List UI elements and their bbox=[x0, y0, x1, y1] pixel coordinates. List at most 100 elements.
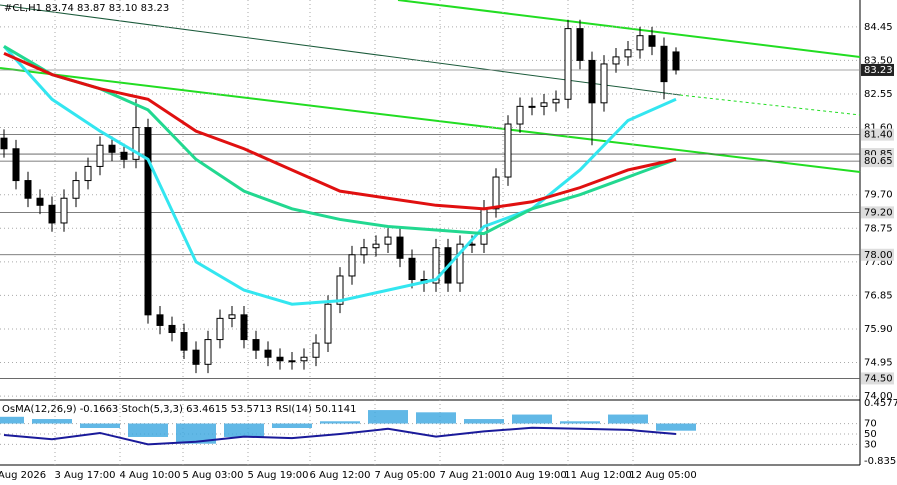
candle-body bbox=[300, 356, 308, 362]
x-tick-label: 10 Aug 19:00 bbox=[499, 470, 566, 481]
level-label: 79.20 bbox=[864, 207, 893, 218]
osma-bar bbox=[224, 423, 264, 437]
y-tick-label: 77.80 bbox=[864, 257, 893, 268]
level-label: 74.50 bbox=[864, 373, 893, 384]
candle-body bbox=[372, 243, 380, 249]
candle-body bbox=[120, 151, 128, 160]
candle-body bbox=[216, 317, 224, 341]
candle-body bbox=[252, 339, 260, 351]
candle-body bbox=[516, 105, 524, 125]
candle-body bbox=[168, 324, 176, 334]
level-label: 78.00 bbox=[864, 250, 893, 261]
candle-body bbox=[96, 144, 104, 167]
x-tick-label: 3 Aug 17:00 bbox=[54, 470, 115, 481]
candle-body bbox=[312, 342, 320, 358]
candle-body bbox=[132, 127, 140, 160]
y-tick-label: 84.45 bbox=[864, 22, 893, 33]
osma-bar bbox=[0, 416, 24, 424]
candle-body bbox=[576, 28, 584, 61]
x-tick-label: 6 Aug 12:00 bbox=[309, 470, 370, 481]
x-tick-label: 5 Aug 19:00 bbox=[247, 470, 308, 481]
level-label: 80.85 bbox=[864, 149, 893, 160]
osma-bar bbox=[512, 414, 552, 424]
candle-body bbox=[240, 314, 248, 341]
osma-bar bbox=[608, 414, 648, 424]
level-label: 81.40 bbox=[864, 130, 893, 141]
indicator-tick-label: 70 bbox=[864, 419, 877, 430]
osma-bar bbox=[464, 419, 504, 424]
level-box bbox=[861, 63, 894, 76]
indicator-tick-label: 50 bbox=[864, 429, 877, 440]
candle-body bbox=[12, 148, 20, 182]
candle-body bbox=[624, 49, 632, 58]
level-label: 80.65 bbox=[864, 156, 893, 167]
level-label: 83.23 bbox=[864, 65, 893, 76]
osma-bar bbox=[32, 419, 72, 424]
candle-body bbox=[660, 45, 668, 83]
indicator-tick-label: 0.4577 bbox=[864, 398, 897, 409]
candle-body bbox=[288, 360, 296, 363]
candle-body bbox=[24, 180, 32, 199]
y-tick-label: 83.50 bbox=[864, 55, 893, 66]
osma-bar bbox=[128, 423, 168, 437]
trend-line bbox=[679, 94, 861, 116]
candle-body bbox=[528, 105, 536, 108]
candle-body bbox=[204, 339, 212, 365]
candle-body bbox=[564, 28, 572, 100]
candle-body bbox=[432, 247, 440, 284]
candle-body bbox=[156, 314, 164, 326]
candle-body bbox=[552, 98, 560, 104]
indicator-tick-label: 30 bbox=[864, 439, 877, 450]
candle-body bbox=[60, 197, 68, 224]
rsi-line bbox=[3, 426, 677, 446]
chart-title: #CL,H1 83.74 83.87 83.10 83.23 bbox=[4, 3, 169, 14]
candle-body bbox=[648, 35, 656, 47]
x-tick-label: Aug 2026 bbox=[0, 470, 46, 481]
level-box bbox=[861, 155, 894, 168]
y-tick-label: 75.90 bbox=[864, 324, 893, 335]
candle-body bbox=[612, 56, 620, 65]
trend-line bbox=[397, 0, 861, 58]
indicator-tick-label: -0.8358 bbox=[864, 456, 897, 467]
osma-bar bbox=[416, 412, 456, 424]
candle-body bbox=[384, 236, 392, 245]
osma-bar bbox=[176, 423, 216, 444]
moving-average bbox=[3, 44, 677, 236]
y-tick-label: 79.70 bbox=[864, 190, 893, 201]
osma-bar bbox=[272, 423, 312, 429]
y-tick-label: 78.75 bbox=[864, 223, 893, 234]
candle-body bbox=[192, 349, 200, 365]
candle-body bbox=[84, 165, 92, 182]
candle-body bbox=[324, 303, 332, 344]
candle-body bbox=[672, 51, 680, 71]
y-tick-label: 81.60 bbox=[864, 123, 893, 134]
osma-bar bbox=[368, 410, 408, 424]
candle-body bbox=[636, 35, 644, 51]
x-tick-label: 7 Aug 21:00 bbox=[439, 470, 500, 481]
candle-body bbox=[396, 236, 404, 259]
level-box bbox=[861, 248, 894, 261]
osma-bar bbox=[320, 421, 360, 424]
x-tick-label: 12 Aug 05:00 bbox=[629, 470, 696, 481]
candle-body bbox=[228, 314, 236, 319]
candle-body bbox=[456, 243, 464, 284]
level-box bbox=[861, 372, 894, 385]
candle-body bbox=[180, 332, 188, 351]
candle-body bbox=[588, 59, 596, 104]
x-tick-label: 4 Aug 10:00 bbox=[119, 470, 180, 481]
candle-body bbox=[492, 176, 500, 210]
candle-body bbox=[144, 127, 152, 316]
candle-body bbox=[600, 63, 608, 104]
candle-body bbox=[0, 137, 8, 150]
osma-bar bbox=[80, 423, 120, 429]
candle-body bbox=[264, 349, 272, 358]
osma-bar bbox=[656, 423, 696, 431]
y-tick-label: 76.85 bbox=[864, 290, 893, 301]
x-tick-label: 11 Aug 12:00 bbox=[564, 470, 631, 481]
candle-body bbox=[408, 257, 416, 281]
osma-bar bbox=[560, 421, 600, 424]
x-tick-label: 5 Aug 03:00 bbox=[182, 470, 243, 481]
y-tick-label: 82.55 bbox=[864, 89, 893, 100]
candle-body bbox=[468, 243, 476, 246]
